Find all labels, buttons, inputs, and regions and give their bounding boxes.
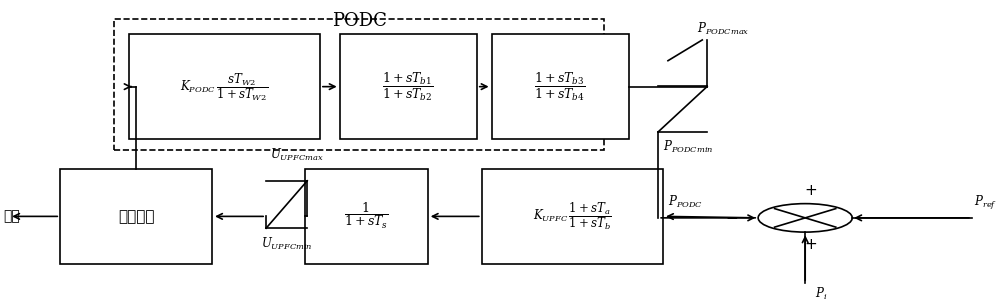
Bar: [129, 34, 320, 139]
Bar: [340, 34, 477, 139]
Bar: [492, 34, 629, 139]
Text: PODC: PODC: [332, 12, 387, 30]
Text: $U_{UPFCmax}$: $U_{UPFCmax}$: [270, 147, 323, 163]
Text: $+$: $+$: [804, 183, 817, 198]
Circle shape: [758, 203, 852, 232]
Bar: [305, 169, 428, 264]
Text: $K_{PODC}\,\dfrac{sT_{W2}}{1+sT_{W2}}$: $K_{PODC}\,\dfrac{sT_{W2}}{1+sT_{W2}}$: [180, 71, 268, 103]
Text: $-$: $-$: [725, 209, 739, 224]
Text: $\dfrac{1}{1+sT_s}$: $\dfrac{1}{1+sT_s}$: [344, 201, 389, 231]
Bar: [60, 169, 212, 264]
Text: $P_{ref}$: $P_{ref}$: [974, 194, 997, 212]
Text: $P_{PODCmin}$: $P_{PODCmin}$: [663, 139, 713, 155]
Bar: [482, 169, 663, 264]
Bar: [114, 19, 604, 150]
Text: $\dfrac{1+sT_{b1}}{1+sT_{b2}}$: $\dfrac{1+sT_{b1}}{1+sT_{b2}}$: [382, 71, 434, 103]
Text: 电力系统: 电力系统: [118, 209, 154, 224]
Text: $\dfrac{1+sT_{b3}}{1+sT_{b4}}$: $\dfrac{1+sT_{b3}}{1+sT_{b4}}$: [534, 71, 586, 103]
Text: $P_{PODC}$: $P_{PODC}$: [668, 194, 703, 211]
Text: $U_{UPFCmin}$: $U_{UPFCmin}$: [261, 236, 312, 252]
Text: $+$: $+$: [804, 237, 817, 252]
Text: $P_{PODCmax}$: $P_{PODCmax}$: [697, 21, 750, 37]
Text: $P_i$: $P_i$: [815, 286, 827, 302]
Text: $K_{UPFC}\,\dfrac{1+sT_a}{1+sT_b}$: $K_{UPFC}\,\dfrac{1+sT_a}{1+sT_b}$: [533, 200, 612, 232]
Text: 输出: 输出: [3, 209, 20, 223]
